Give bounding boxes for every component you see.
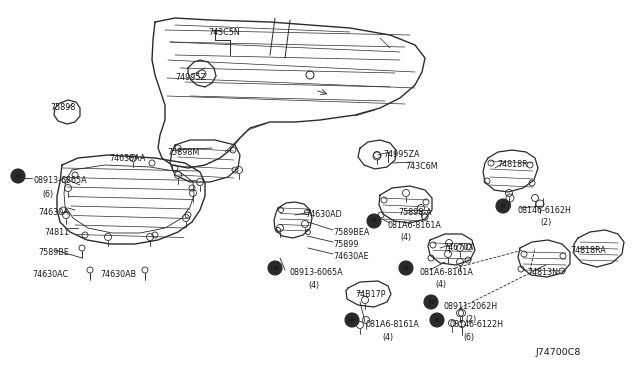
- Text: 08146-6122H: 08146-6122H: [450, 320, 504, 329]
- Text: (6): (6): [42, 190, 53, 199]
- Text: B: B: [435, 317, 440, 323]
- Text: 08146-6162H: 08146-6162H: [517, 206, 571, 215]
- Text: 74811: 74811: [44, 228, 69, 237]
- Text: 74630AC: 74630AC: [32, 270, 68, 279]
- Text: 74670X: 74670X: [443, 243, 474, 252]
- Text: 74813N: 74813N: [527, 268, 558, 277]
- Circle shape: [424, 295, 438, 309]
- Circle shape: [496, 199, 510, 213]
- Text: B: B: [500, 203, 506, 208]
- Text: (2): (2): [465, 315, 476, 324]
- Text: 081A6-8161A: 081A6-8161A: [388, 221, 442, 230]
- Text: (4): (4): [400, 233, 411, 242]
- Text: 74630AE: 74630AE: [333, 252, 369, 261]
- Text: 74995Z: 74995Z: [175, 73, 206, 82]
- Text: B: B: [372, 218, 376, 224]
- Text: B: B: [404, 266, 408, 270]
- Text: 743C5N: 743C5N: [208, 28, 240, 37]
- Circle shape: [367, 214, 381, 228]
- Text: (4): (4): [382, 333, 393, 342]
- Text: J74700C8: J74700C8: [536, 348, 581, 357]
- Text: 081A6-8161A: 081A6-8161A: [365, 320, 419, 329]
- Circle shape: [268, 261, 282, 275]
- Text: 75899: 75899: [333, 240, 358, 249]
- Text: 08911-2062H: 08911-2062H: [444, 302, 498, 311]
- Text: N: N: [272, 266, 278, 270]
- Text: 08913-6065A: 08913-6065A: [290, 268, 344, 277]
- Circle shape: [399, 261, 413, 275]
- Text: 7589BE: 7589BE: [38, 248, 69, 257]
- Text: N: N: [428, 299, 434, 305]
- Text: 74630A: 74630A: [38, 208, 68, 217]
- Text: 74630AB: 74630AB: [100, 270, 136, 279]
- Text: 74630AD: 74630AD: [305, 210, 342, 219]
- Text: (4): (4): [435, 280, 446, 289]
- Text: 74818RA: 74818RA: [570, 246, 605, 255]
- Text: 75898M: 75898M: [167, 148, 199, 157]
- Text: (4): (4): [308, 281, 319, 290]
- Text: 081A6-8161A: 081A6-8161A: [420, 268, 474, 277]
- Text: 74818R: 74818R: [497, 160, 527, 169]
- Text: B: B: [349, 317, 355, 323]
- Text: 7589BEA: 7589BEA: [333, 228, 369, 237]
- Text: 08913-6365A: 08913-6365A: [33, 176, 86, 185]
- Text: 74B17P: 74B17P: [355, 290, 385, 299]
- Text: 75898-A: 75898-A: [398, 208, 431, 217]
- Text: 743C6M: 743C6M: [405, 162, 438, 171]
- Text: 74995ZA: 74995ZA: [383, 150, 419, 159]
- Text: 75898: 75898: [50, 103, 76, 112]
- Circle shape: [345, 313, 359, 327]
- Circle shape: [430, 313, 444, 327]
- Circle shape: [11, 169, 25, 183]
- Text: (6): (6): [463, 333, 474, 342]
- Text: (2): (2): [540, 218, 551, 227]
- Text: 74630AA: 74630AA: [109, 154, 145, 163]
- Text: N: N: [15, 173, 20, 179]
